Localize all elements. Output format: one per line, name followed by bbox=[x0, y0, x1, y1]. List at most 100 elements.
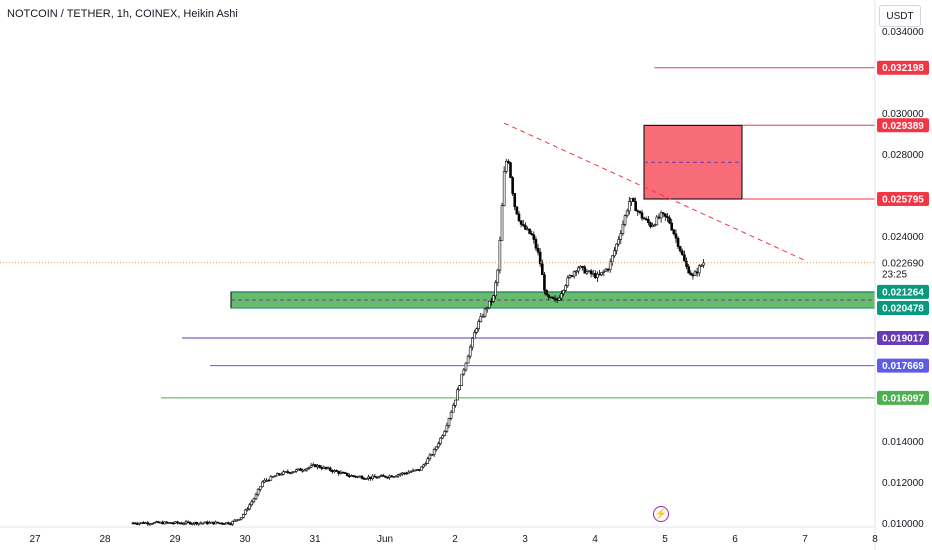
candle-body bbox=[248, 504, 251, 510]
candle-body bbox=[233, 519, 237, 522]
candle-body bbox=[373, 475, 377, 478]
price-tick-label: 0.022690 bbox=[882, 259, 924, 270]
candle-body bbox=[413, 469, 417, 472]
candle-body bbox=[536, 247, 540, 253]
candle-body bbox=[144, 522, 148, 525]
candle-body bbox=[133, 522, 137, 525]
candle-body bbox=[195, 522, 198, 525]
price-tick-label: 0.012000 bbox=[882, 478, 924, 489]
candle-body bbox=[437, 443, 440, 448]
price-tag-label: 0.021264 bbox=[882, 287, 924, 298]
time-tick-label: 8 bbox=[872, 534, 878, 545]
candle-body bbox=[244, 509, 247, 515]
time-tick-label: 5 bbox=[662, 534, 668, 545]
candle-body bbox=[507, 160, 510, 163]
candle-body bbox=[205, 521, 209, 525]
candle-body bbox=[386, 476, 389, 479]
candle-body bbox=[471, 337, 474, 348]
candle-body bbox=[534, 239, 538, 249]
candle-body bbox=[362, 478, 366, 480]
price-tick-label: 0.014000 bbox=[882, 437, 924, 448]
candle-body bbox=[163, 521, 167, 525]
time-axis[interactable]: 27 28 29 30 31 Jun 2 3 4 5 6 7 8 bbox=[29, 534, 878, 545]
candle-body bbox=[689, 272, 693, 276]
candle-body bbox=[498, 240, 502, 271]
price-tag bbox=[877, 60, 929, 75]
candle-body bbox=[424, 463, 427, 466]
candle-body bbox=[292, 471, 296, 473]
candle-body bbox=[538, 251, 542, 265]
candle-body bbox=[441, 435, 444, 439]
candle-body bbox=[280, 473, 283, 476]
candle-body bbox=[307, 466, 311, 469]
candle-body bbox=[617, 239, 620, 245]
candle-body bbox=[541, 263, 544, 275]
candle-body bbox=[167, 522, 171, 524]
candle-body bbox=[466, 355, 470, 364]
price-tag bbox=[877, 118, 929, 133]
candle-body bbox=[530, 233, 534, 236]
candle-body bbox=[422, 464, 425, 468]
candle-body bbox=[458, 385, 461, 390]
flash-icon[interactable]: ⚡ bbox=[653, 506, 669, 522]
candle-body bbox=[367, 476, 370, 479]
candle-body bbox=[481, 315, 485, 318]
price-tag bbox=[877, 358, 929, 373]
candle-body bbox=[647, 218, 650, 224]
candle-body bbox=[547, 294, 550, 298]
candle-body bbox=[360, 475, 364, 479]
candle-body bbox=[487, 300, 491, 309]
trend-line[interactable] bbox=[503, 122, 806, 261]
candle-body bbox=[356, 475, 360, 478]
candle-body bbox=[229, 523, 232, 526]
candle-body bbox=[191, 523, 194, 525]
candle-body bbox=[477, 321, 480, 330]
candle-body bbox=[331, 470, 334, 473]
candle-body bbox=[341, 471, 345, 474]
candle-body bbox=[687, 266, 690, 274]
candle-body bbox=[659, 212, 663, 219]
candle-body bbox=[566, 277, 570, 286]
candle-body bbox=[371, 475, 374, 480]
candle-body bbox=[176, 521, 179, 524]
price-tag bbox=[877, 301, 929, 316]
candle-body bbox=[155, 521, 158, 524]
price-tag-label: 0.025795 bbox=[882, 195, 924, 206]
time-tick-label: 3 bbox=[522, 534, 528, 545]
currency-button[interactable]: USDT bbox=[879, 5, 921, 27]
candle-body bbox=[473, 332, 476, 339]
candle-body bbox=[490, 300, 493, 303]
candle-body bbox=[451, 405, 455, 413]
candle-body bbox=[180, 522, 184, 525]
candle-body bbox=[678, 246, 682, 252]
candle-body bbox=[420, 466, 423, 471]
candle-body bbox=[199, 522, 203, 525]
candle-body bbox=[284, 471, 287, 473]
candle-body bbox=[596, 273, 599, 279]
candle-body bbox=[426, 458, 430, 464]
price-tag-label: 0.019017 bbox=[882, 333, 924, 344]
candle-body bbox=[379, 475, 383, 477]
candle-body bbox=[524, 224, 527, 230]
candle-body bbox=[311, 464, 315, 466]
candle-body bbox=[405, 472, 408, 475]
candle-body bbox=[418, 469, 421, 471]
candle-body bbox=[326, 467, 330, 470]
candle-body bbox=[615, 243, 618, 251]
price-tick-label: 0.034000 bbox=[882, 27, 924, 38]
bar-countdown: 23:25 bbox=[882, 270, 907, 281]
candle-body bbox=[212, 521, 215, 525]
candle-body bbox=[295, 469, 298, 472]
candle-body bbox=[246, 508, 249, 511]
price-tag-label: 0.029389 bbox=[882, 121, 924, 132]
candle-body bbox=[509, 162, 512, 178]
price-axis[interactable]: 0.034000 0.030000 0.028000 0.024000 0.022690… bbox=[882, 27, 924, 530]
candle-body bbox=[384, 475, 387, 478]
candle-body bbox=[390, 475, 394, 478]
candle-body bbox=[407, 471, 411, 474]
candle-body bbox=[267, 479, 271, 482]
candle-body bbox=[511, 177, 514, 194]
candle-body bbox=[161, 521, 164, 525]
candle-body bbox=[519, 220, 523, 225]
